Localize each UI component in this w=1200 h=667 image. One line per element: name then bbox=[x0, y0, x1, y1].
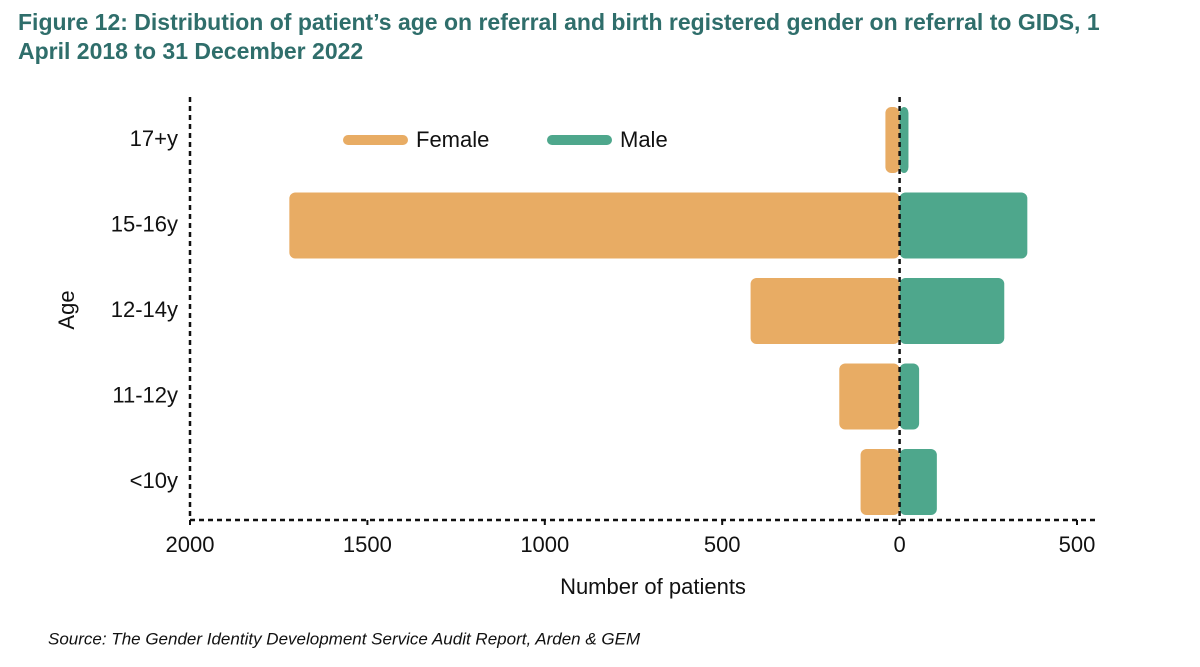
x-tick-label: 500 bbox=[1059, 532, 1096, 557]
bar bbox=[839, 363, 900, 430]
bar bbox=[750, 278, 900, 344]
x-tick-label: 500 bbox=[704, 532, 741, 557]
x-tick-label: 1500 bbox=[343, 532, 392, 557]
source: Source: The Gender Identity Development … bbox=[48, 629, 641, 648]
x-tick-label: 0 bbox=[893, 532, 905, 557]
bar bbox=[885, 107, 900, 173]
x-axis-label: Number of patients bbox=[560, 574, 746, 599]
x-tick-label: 2000 bbox=[166, 532, 215, 557]
y-axis-label: Age bbox=[54, 290, 79, 329]
y-tick-label: 15-16y bbox=[111, 211, 178, 236]
legend-label: Female bbox=[416, 127, 489, 152]
y-tick-label: 12-14y bbox=[111, 297, 178, 322]
bar bbox=[899, 363, 920, 430]
y-tick-label: <10y bbox=[130, 468, 178, 493]
bar bbox=[289, 192, 900, 259]
bar bbox=[899, 107, 909, 173]
y-tick-label: 11-12y bbox=[112, 382, 178, 407]
legend-label: Male bbox=[620, 127, 668, 152]
chart-title: Figure 12: Distribution of patient’s age… bbox=[18, 9, 1100, 64]
y-tick-label: 17+y bbox=[130, 126, 178, 151]
bar bbox=[899, 449, 937, 515]
bar bbox=[860, 449, 900, 515]
bar bbox=[899, 278, 1005, 344]
x-tick-label: 1000 bbox=[520, 532, 569, 557]
bar bbox=[899, 192, 1028, 259]
